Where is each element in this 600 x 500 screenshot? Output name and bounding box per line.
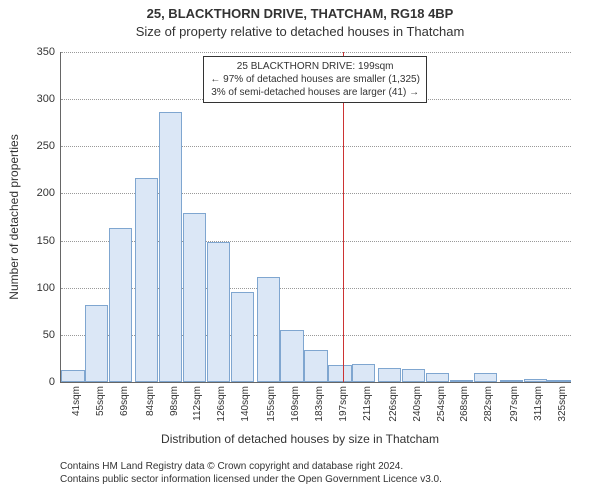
histogram-bar [207, 242, 230, 382]
x-tick-label: 183sqm [314, 386, 325, 422]
histogram-bar [183, 213, 206, 382]
footer-line2: Contains public sector information licen… [60, 473, 442, 486]
x-tick-label: 211sqm [362, 386, 373, 421]
y-axis-label: Number of detached properties [7, 134, 21, 299]
x-tick-label: 268sqm [459, 386, 470, 422]
histogram-bar [450, 380, 473, 382]
histogram-bar [159, 112, 182, 382]
chart-subtitle: Size of property relative to detached ho… [0, 24, 600, 39]
histogram-bar [109, 228, 132, 382]
annotation-line: 3% of semi-detached houses are larger (4… [210, 86, 420, 99]
y-tick-label: 300 [37, 93, 55, 105]
x-tick-label: 155sqm [266, 386, 277, 422]
x-tick-label: 169sqm [290, 386, 301, 422]
x-tick-label: 311sqm [533, 386, 544, 421]
histogram-bar [328, 365, 351, 382]
gridline [61, 52, 571, 53]
histogram-bar [135, 178, 158, 382]
y-tick-label: 200 [37, 187, 55, 199]
x-tick-label: 55sqm [95, 386, 106, 416]
y-tick-label: 250 [37, 140, 55, 152]
footer-text: Contains HM Land Registry data © Crown c… [60, 460, 442, 486]
x-tick-label: 98sqm [169, 386, 180, 416]
x-tick-label: 325sqm [557, 386, 568, 422]
x-tick-label: 197sqm [338, 386, 349, 422]
histogram-bar [352, 364, 375, 382]
histogram-bar [474, 373, 497, 382]
histogram-bar [85, 305, 108, 382]
x-tick-label: 84sqm [145, 386, 156, 416]
histogram-bar [61, 370, 84, 382]
plot-area: 05010015020025030035041sqm55sqm69sqm84sq… [60, 52, 571, 383]
x-tick-label: 69sqm [119, 386, 130, 416]
x-tick-label: 226sqm [388, 386, 399, 422]
y-tick-label: 350 [37, 46, 55, 58]
annotation-box: 25 BLACKTHORN DRIVE: 199sqm← 97% of deta… [203, 56, 427, 103]
x-tick-label: 140sqm [240, 386, 251, 422]
x-tick-label: 240sqm [412, 386, 423, 422]
histogram-bar [524, 379, 547, 382]
histogram-bar [304, 350, 327, 382]
footer-line1: Contains HM Land Registry data © Crown c… [60, 460, 442, 473]
x-tick-label: 126sqm [216, 386, 227, 422]
histogram-bar [426, 373, 449, 382]
histogram-bar [378, 368, 401, 382]
histogram-bar [500, 380, 523, 382]
annotation-line: 25 BLACKTHORN DRIVE: 199sqm [210, 60, 420, 73]
y-tick-label: 100 [37, 282, 55, 294]
x-tick-label: 297sqm [509, 386, 520, 422]
chart-title-address: 25, BLACKTHORN DRIVE, THATCHAM, RG18 4BP [0, 6, 600, 21]
y-tick-label: 50 [43, 329, 55, 341]
x-axis-label: Distribution of detached houses by size … [0, 432, 600, 446]
histogram-bar [231, 292, 254, 383]
x-tick-label: 254sqm [436, 386, 447, 422]
x-tick-label: 282sqm [483, 386, 494, 422]
x-tick-label: 112sqm [192, 386, 203, 421]
y-tick-label: 0 [49, 376, 55, 388]
y-tick-label: 150 [37, 235, 55, 247]
histogram-bar [547, 380, 570, 382]
x-tick-label: 41sqm [71, 386, 82, 416]
histogram-bar [280, 330, 303, 382]
gridline [61, 146, 571, 147]
annotation-line: ← 97% of detached houses are smaller (1,… [210, 73, 420, 86]
histogram-bar [402, 369, 425, 382]
histogram-bar [257, 277, 280, 382]
